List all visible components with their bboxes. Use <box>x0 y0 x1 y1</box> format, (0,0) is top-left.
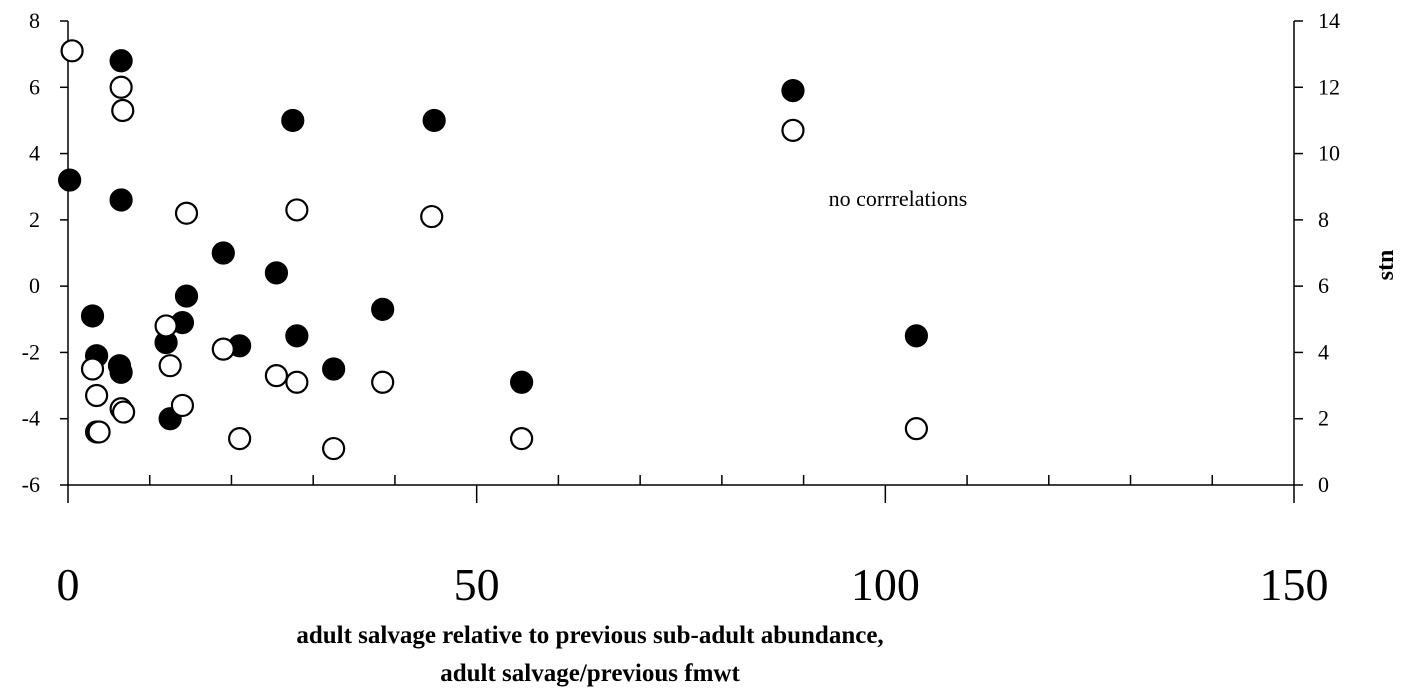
filled-data-point <box>371 297 395 321</box>
y-axis-right-label: stn <box>1373 250 1399 281</box>
y-left-tick-label: 8 <box>29 8 40 33</box>
open-data-point <box>80 357 105 381</box>
y-left-tick-label: 4 <box>29 141 40 166</box>
y-left-tick-label: -4 <box>22 406 40 431</box>
open-data-point <box>158 354 182 378</box>
x-axis-label-line-2: adult salvage/previous fmwt <box>440 660 740 687</box>
open-data-point <box>60 39 84 63</box>
open-data-point <box>211 337 235 361</box>
filled-data-point <box>281 108 305 133</box>
x-tick-label: 50 <box>454 559 500 610</box>
y-left-tick-label: -6 <box>22 472 40 497</box>
open-data-point <box>87 420 111 444</box>
open-data-point <box>111 98 135 123</box>
filled-data-point <box>109 188 133 212</box>
y-left-tick-label: -2 <box>22 339 40 364</box>
filled-data-point <box>109 49 133 73</box>
axes: 8 6 4 2 0 -2 -4 -6 14 12 10 8 6 4 2 0 0 50 100 150 <box>22 8 1340 610</box>
open-data-point <box>510 427 534 451</box>
open-data-point <box>154 314 178 338</box>
open-data-point <box>371 370 395 394</box>
open-data-point <box>170 393 195 418</box>
open-data-point <box>111 400 136 424</box>
open-data-point <box>322 436 346 461</box>
filled-data-point <box>211 241 235 265</box>
y-right-tick-label: 0 <box>1318 472 1329 497</box>
filled-data-point <box>510 370 534 394</box>
annotation-text: no corrrelations <box>829 186 968 211</box>
y-right-tick-label: 14 <box>1318 8 1340 33</box>
filled-data-point <box>109 360 133 384</box>
filled-data-point <box>174 284 199 308</box>
open-data-point <box>174 201 199 225</box>
filled-data-point <box>422 108 446 133</box>
open-data-point <box>85 383 109 408</box>
x-axis-label-line-1: adult salvage relative to previous sub-a… <box>296 622 884 649</box>
open-data-point <box>264 364 289 388</box>
y-right-tick-label: 6 <box>1318 273 1329 298</box>
open-data-point <box>904 417 928 441</box>
y-right-tick-label: 2 <box>1318 406 1329 431</box>
y-right-tick-label: 4 <box>1318 339 1329 364</box>
x-tick-label: 0 <box>57 559 80 610</box>
y-left-tick-label: 2 <box>29 207 40 232</box>
filled-data-point <box>285 324 309 348</box>
x-tick-label: 150 <box>1260 559 1329 610</box>
open-data-point <box>420 204 444 229</box>
open-data-point <box>228 427 252 451</box>
filled-data-point <box>904 324 928 348</box>
data-marks <box>58 39 928 461</box>
open-data-point <box>285 370 309 394</box>
x-tick-label: 100 <box>851 559 920 610</box>
y-left-tick-label: 6 <box>29 74 40 99</box>
filled-data-point <box>322 357 346 381</box>
open-data-point <box>109 75 133 99</box>
y-right-tick-label: 10 <box>1318 141 1340 166</box>
filled-data-point <box>58 168 82 192</box>
y-left-tick-label: 0 <box>29 273 40 298</box>
y-right-tick-label: 12 <box>1318 74 1340 99</box>
filled-data-point <box>781 78 805 103</box>
open-data-point <box>285 198 309 222</box>
y-right-tick-label: 8 <box>1318 207 1329 232</box>
filled-data-point <box>264 261 289 285</box>
open-data-point <box>781 118 805 142</box>
filled-data-point <box>80 304 105 328</box>
